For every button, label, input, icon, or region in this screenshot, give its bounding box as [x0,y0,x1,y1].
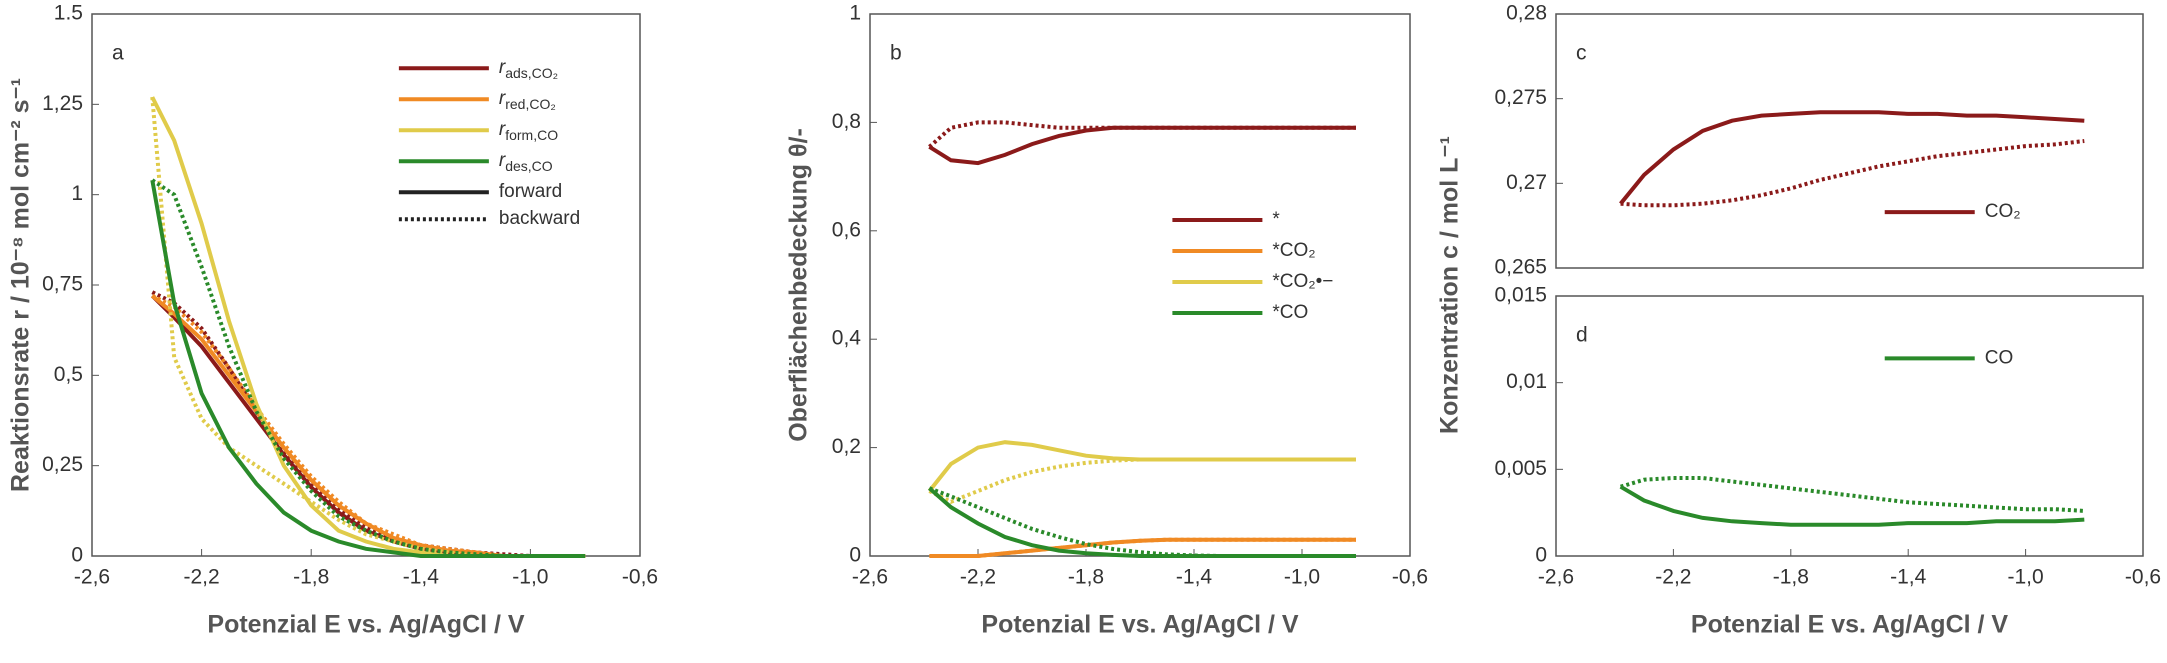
y-tick-label: 1,25 [42,92,83,115]
x-tick-label: -2,6 [852,566,888,589]
x-tick-label: -1,0 [512,566,548,589]
series-line-backward [929,537,1356,558]
series-line-backward [1620,476,2085,513]
legend-label: CO₂ [1985,201,2021,222]
x-tick-label: -0,6 [2125,566,2161,589]
legend-label: rads,CO₂ [499,57,558,81]
legend-name: *CO₂•− [1272,271,1333,292]
legend-name: r [499,119,506,140]
legend-style-label: forward [499,181,562,202]
series-line-forward [928,486,1356,558]
y-axis-label: Konzentration c / mol L⁻¹ [1436,136,1464,434]
y-tick-label: 0,27 [1506,171,1547,194]
series-line-forward [1619,110,2085,205]
panel-label: a [112,42,124,65]
x-tick-label: -1,4 [1176,566,1213,589]
y-tick-label: 0,2 [832,435,861,458]
x-tick-label: -1,8 [1773,566,1809,589]
legend-label: rdes,CO [499,150,553,174]
y-tick-label: 0,015 [1494,284,1547,307]
plot-frame [1555,13,2144,269]
legend-style-label: backward [499,208,580,229]
y-tick-label: 0,25 [42,453,83,476]
y-tick-label: 0,275 [1494,86,1547,109]
legend-name: CO [1985,347,2014,368]
legend-subscript: des,CO [505,158,553,174]
x-tick-label: -1,0 [1284,566,1320,589]
legend-subscript: ads,CO₂ [505,65,558,81]
legend-label: rred,CO₂ [499,88,556,112]
legend-name: CO₂ [1985,201,2021,222]
legend-name: * [1272,209,1280,230]
legend-name: *CO [1272,302,1308,323]
y-tick-label: 0,265 [1494,256,1547,279]
legend-subscript: red,CO₂ [505,96,556,112]
series-line-forward [928,125,1356,166]
y-tick-label: 0,01 [1506,370,1547,393]
y-tick-label: 0,8 [832,110,861,133]
y-tick-label: 0,75 [42,273,83,296]
legend-label: *CO₂ [1272,240,1315,261]
legend-label: rform,CO [499,119,558,143]
x-tick-label: -2,6 [74,566,110,589]
x-tick-label: -1,0 [2008,566,2044,589]
x-tick-label: -2,2 [1655,566,1691,589]
panel-label: b [890,42,902,65]
legend-name: r [499,88,506,109]
panel-label: d [1576,324,1588,347]
y-tick-label: 0,28 [1506,2,1547,25]
y-tick-label: 1 [849,2,861,25]
y-tick-label: 0 [1535,544,1547,567]
y-tick-label: 0,4 [832,327,862,350]
panel-label: c [1576,42,1587,65]
x-axis-label: Potenzial E vs. Ag/AgCl / V [1691,611,2009,639]
plot-frame [91,13,641,557]
y-tick-label: 1 [71,182,83,205]
x-tick-label: -2,2 [184,566,220,589]
series-line-backward [928,486,1356,558]
series-line-backward [1620,139,2085,208]
legend-name: r [499,150,506,171]
series-line-backward [928,120,1356,149]
legend-subscript: form,CO [505,127,558,143]
series-line-backward [151,294,586,558]
x-tick-label: -0,6 [1392,566,1428,589]
series-line-backward [151,178,586,558]
y-tick-label: 0 [71,544,83,567]
x-axis-label: Potenzial E vs. Ag/AgCl / V [981,611,1299,639]
y-tick-label: 1.5 [54,2,83,25]
legend-label: * [1272,209,1280,230]
x-tick-label: -2,6 [1538,566,1574,589]
legend-name: r [499,57,506,78]
series-line-forward [927,440,1356,493]
y-tick-label: 0,005 [1494,457,1547,480]
plot-frame [1555,295,2144,557]
x-tick-label: -1,8 [1068,566,1104,589]
legend-name: *CO₂ [1272,240,1315,261]
x-tick-label: -1,8 [293,566,329,589]
y-tick-label: 0 [849,544,861,567]
y-tick-label: 0,5 [54,363,83,386]
x-tick-label: -2,2 [960,566,996,589]
series-line-backward [928,457,1356,504]
x-tick-label: -1,4 [1890,566,1927,589]
x-tick-label: -0,6 [622,566,658,589]
x-tick-label: -1,4 [403,566,440,589]
series-line-forward [1619,484,2085,527]
y-tick-label: 0,6 [832,218,861,241]
legend-label: *CO₂•− [1272,271,1333,292]
y-axis-label: Oberflächenbedeckung θ/- [785,128,813,442]
legend-label: CO [1985,347,2014,368]
y-axis-label: Reaktionsrate r / 10⁻⁸ mol cm⁻² s⁻¹ [7,78,35,492]
legend-label: *CO [1272,302,1308,323]
x-axis-label: Potenzial E vs. Ag/AgCl / V [207,611,525,639]
